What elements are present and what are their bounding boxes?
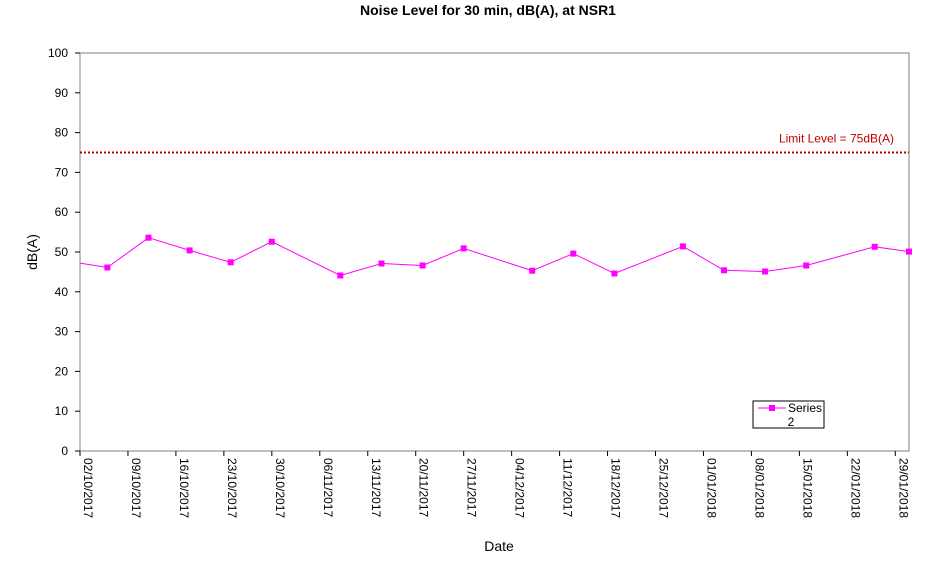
data-point [611,270,618,277]
legend-entry-label-wrap: 2 [788,415,795,429]
data-point [460,245,467,252]
x-tick-label: 15/01/2018 [800,458,814,518]
y-tick-label: 10 [55,404,69,418]
x-tick-label: 01/01/2018 [704,458,718,518]
legend-entry-label: Series [788,401,822,415]
x-tick-label: 22/01/2018 [848,458,862,518]
data-point [378,260,385,267]
limit-line-group: Limit Level = 75dB(A) [80,132,909,154]
data-point [186,247,193,254]
y-tick-label: 60 [55,205,69,219]
y-tick-label: 30 [55,325,69,339]
y-tick-label: 90 [55,86,69,100]
x-tick-label: 16/10/2017 [177,458,191,518]
data-point [803,262,810,269]
data-point [529,267,536,274]
data-point [227,259,234,266]
x-tick-label: 18/12/2017 [609,458,623,518]
data-point [871,243,878,250]
data-point [570,250,577,257]
data-point [762,268,769,275]
x-tick-label: 25/12/2017 [657,458,671,518]
x-tick-label: 08/01/2018 [752,458,766,518]
x-tick-label: 30/10/2017 [273,458,287,518]
data-point [721,267,727,274]
data-point [337,272,344,279]
y-tick-label: 50 [55,245,69,259]
data-point [268,238,275,245]
x-axis-title: Date [484,538,514,554]
x-tick-label: 29/01/2018 [896,458,910,518]
x-axis: 02/10/2017 09/10/2017 16/10/2017 23/10/2017… [79,451,910,518]
data-point [104,264,111,271]
y-axis-title: dB(A) [24,234,40,270]
legend-marker-swatch [769,405,775,411]
x-tick-label: 06/11/2017 [321,458,335,517]
data-point [419,262,426,269]
x-tick-label: 02/10/2017 [81,458,95,518]
x-tick-label: 20/11/2017 [417,458,431,517]
chart-title: Noise Level for 30 min, dB(A), at NSR1 [360,2,616,18]
series-group [79,234,912,279]
x-tick-label: 13/11/2017 [369,458,383,517]
y-tick-label: 40 [55,285,69,299]
x-tick-label: 27/11/2017 [465,458,479,517]
y-tick-label: 100 [48,46,68,60]
plot-area [79,52,910,452]
data-point [906,248,912,255]
data-point [679,243,686,250]
limit-line-label: Limit Level = 75dB(A) [779,132,894,146]
y-tick-label: 0 [61,444,68,458]
x-tick-label: 11/12/2017 [561,458,575,517]
legend-box [752,400,825,429]
y-tick-label: 70 [55,165,69,179]
y-tick-label: 80 [55,126,69,140]
data-point [145,234,152,241]
x-tick-label: 23/10/2017 [225,458,239,518]
legend: Series 2 [752,400,825,429]
x-tick-label: 04/12/2017 [513,458,527,518]
x-tick-label: 09/10/2017 [129,458,143,518]
y-tick-label: 20 [55,364,69,378]
series-line [79,237,910,277]
y-axis: 0 10 20 30 40 50 60 70 80 90 100 [48,46,80,458]
